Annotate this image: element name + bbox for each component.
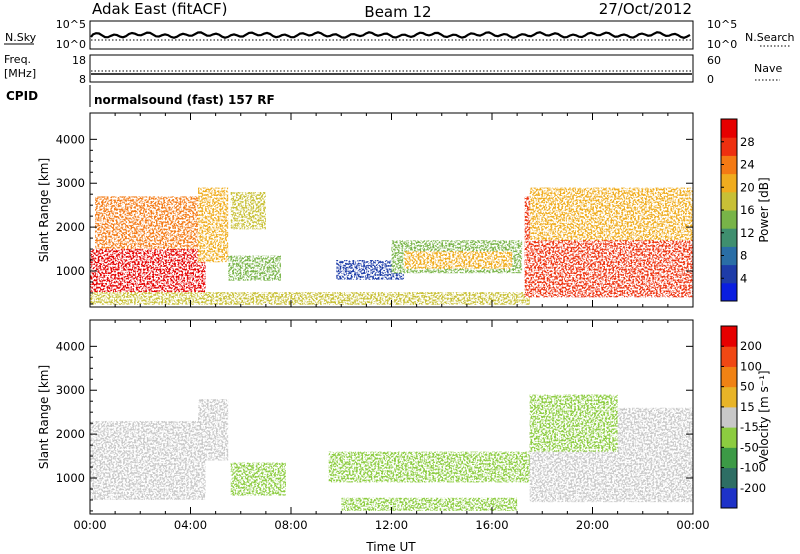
colorbar-segment — [721, 427, 737, 448]
colorbar-segment — [721, 191, 737, 211]
colorbar-segment — [721, 406, 737, 428]
date-title: 27/Oct/2012 — [599, 0, 692, 18]
noise-right-tick-top: 10^5 — [707, 18, 737, 31]
colorbar-tick-label: 12 — [740, 226, 755, 240]
noise-left-label: N.Sky — [5, 31, 37, 44]
colorbar-tick-label: -200 — [740, 481, 766, 495]
y-tick-label: 1000 — [56, 471, 85, 485]
freq-left-label-line1: Freq. — [4, 53, 31, 66]
beam-title: Beam 12 — [364, 3, 431, 21]
velocity-echo-region — [529, 394, 618, 452]
x-tick-label: 00:00 — [676, 518, 709, 532]
y-tick-label: 3000 — [56, 383, 85, 397]
y-tick-label: 3000 — [56, 176, 85, 190]
velocity-echo-region — [198, 399, 229, 461]
x-tick-label: 04:00 — [174, 518, 207, 532]
power-heatmap — [90, 187, 693, 305]
x-tick-label: 16:00 — [475, 518, 508, 532]
freq-right-tick-bottom: 0 — [707, 73, 714, 86]
power-echo-region — [90, 292, 530, 305]
freq-trace — [91, 70, 692, 75]
freq-right-tick-top: 60 — [707, 54, 721, 67]
colorbar-segment — [721, 487, 737, 509]
y-tick-label: 4000 — [56, 339, 85, 353]
power-echo-region — [404, 251, 513, 269]
colorbar-segment — [721, 173, 737, 193]
velocity-echo-region — [90, 420, 206, 500]
x-tick-label: 20:00 — [576, 518, 609, 532]
y-tick-label: 4000 — [56, 132, 85, 146]
power-echo-region — [90, 249, 206, 299]
colorbar-tick-label: -100 — [740, 461, 766, 475]
colorbar-tick-label: 50 — [740, 380, 755, 394]
y-tick-label: 1000 — [56, 264, 85, 278]
noise-trace — [90, 31, 692, 41]
power-echo-region — [95, 196, 206, 250]
y-tick-label: 2000 — [56, 427, 85, 441]
colorbar-segment — [721, 386, 737, 408]
colorbar-tick-label: 16 — [740, 203, 755, 217]
power-echo-region — [529, 187, 693, 241]
power-colorbar-label: Power [dB] — [757, 177, 771, 242]
colorbar-segment — [721, 326, 737, 347]
freq-left-tick-top: 18 — [72, 54, 86, 67]
y-tick-label: 2000 — [56, 220, 85, 234]
colorbar-tick-label: 28 — [740, 135, 755, 149]
colorbar-segment — [721, 282, 737, 302]
freq-right-label: Nave — [754, 62, 782, 75]
colorbar-tick-label: -15 — [740, 420, 759, 434]
colorbar-tick-label: 4 — [740, 271, 747, 285]
colorbar-tick-label: 200 — [740, 339, 762, 353]
colorbar-segment — [721, 246, 737, 266]
noise-left-tick-bottom: 10^0 — [56, 38, 86, 51]
colorbar-segment — [721, 119, 737, 138]
freq-left-tick-bottom: 8 — [79, 73, 86, 86]
colorbar-frame — [720, 325, 738, 509]
freq-panel — [89, 54, 694, 83]
colorbar-segment — [721, 447, 737, 469]
site-title: Adak East (fitACF) — [92, 0, 227, 18]
colorbar-segment — [721, 366, 737, 388]
power-echo-region — [228, 255, 281, 281]
colorbar-tick-label: 24 — [740, 158, 755, 172]
noise-right-label: N.Search — [745, 31, 795, 44]
colorbar-tick-label: 20 — [740, 180, 755, 194]
cpid-label: CPID — [6, 89, 38, 103]
x-tick-label: 08:00 — [274, 518, 307, 532]
noise-line — [90, 31, 691, 39]
velocity-echo-region — [230, 462, 286, 496]
noise-right-tick-bottom: 10^0 — [707, 38, 737, 51]
colorbar-tick-label: -50 — [740, 440, 759, 454]
colorbar-segment — [721, 210, 737, 229]
noise-left-tick-top: 10^5 — [56, 18, 86, 31]
colorbar-segment — [721, 467, 737, 489]
x-axis-title: Time UT — [365, 540, 416, 554]
colorbar-segment — [721, 228, 737, 247]
power-ylabel: Slant Range [km] — [37, 158, 51, 262]
power-echo-region — [198, 187, 229, 263]
colorbar-tick-label: 100 — [740, 359, 762, 373]
velocity-echo-region — [328, 451, 530, 483]
power-echo-region — [230, 192, 266, 230]
x-tick-label: 00:00 — [73, 518, 106, 532]
power-echo-region — [336, 260, 405, 280]
colorbar-segment — [721, 264, 737, 284]
colorbar-segment — [721, 346, 737, 367]
velocity-colorbar-label: Velocity [m s⁻¹] — [757, 370, 771, 463]
velocity-ylabel: Slant Range [km] — [37, 365, 51, 469]
colorbar-tick-label: 8 — [740, 249, 747, 263]
noise-panel — [89, 20, 694, 50]
colorbar-segment — [721, 137, 737, 156]
colorbar-tick-label: 15 — [740, 400, 755, 414]
velocity-heatmap — [90, 394, 693, 511]
freq-left-label-line2: [MHz] — [4, 67, 36, 80]
cpid-text: normalsound (fast) 157 RF — [94, 93, 275, 107]
colorbar-segment — [721, 155, 737, 175]
x-tick-label: 12:00 — [375, 518, 408, 532]
velocity-echo-region — [341, 497, 518, 511]
